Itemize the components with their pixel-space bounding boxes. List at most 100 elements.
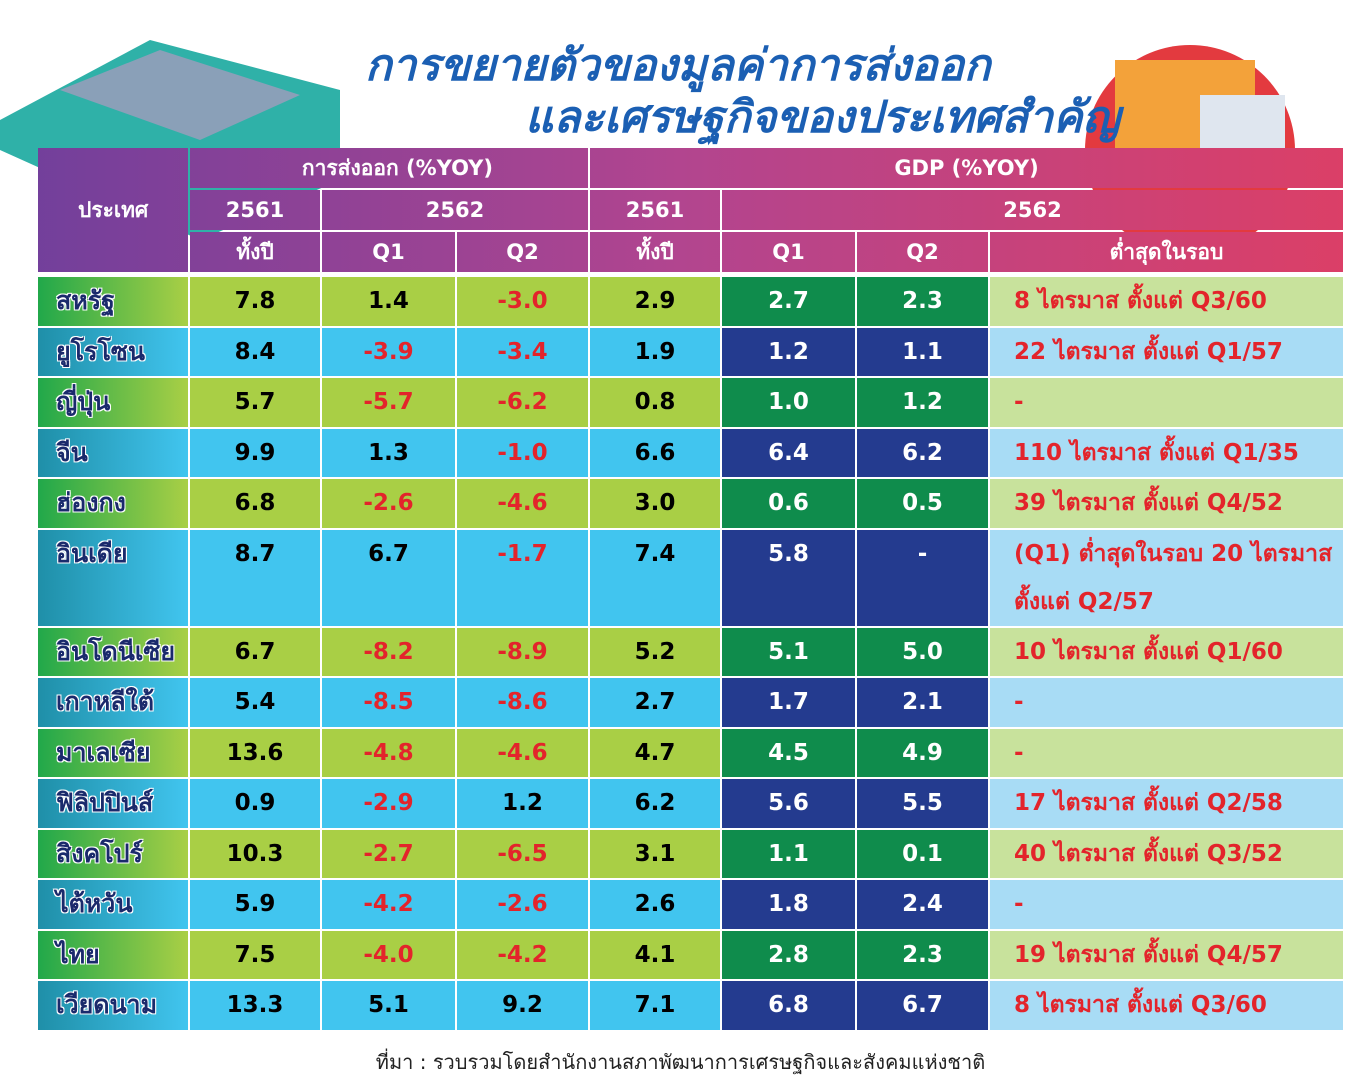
header-cell: GDP (%YOY) xyxy=(590,148,1343,188)
header-cell: การส่งออก (%YOY) xyxy=(190,148,588,188)
table-cell: 4.9 xyxy=(857,728,988,777)
table-cell: 5.5 xyxy=(857,779,988,828)
country-name: มาเลเซีย xyxy=(38,728,188,777)
table-cell: -1.0 xyxy=(457,428,588,477)
table-cell: 4.7 xyxy=(590,728,720,777)
table-cell: 5.7 xyxy=(190,378,320,427)
table-cell: -1.7 xyxy=(457,529,588,626)
table-cell: 6.8 xyxy=(722,981,855,1030)
table-cell: 2.7 xyxy=(722,277,855,326)
country-name: ฟิลิปปินส์ xyxy=(38,779,188,828)
header-cell: ประเทศ xyxy=(38,148,188,272)
table-cell: 110 ไตรมาส ตั้งแต่ Q1/35 xyxy=(990,428,1343,477)
table-cell: -2.9 xyxy=(322,779,455,828)
table-cell: 1.1 xyxy=(857,327,988,376)
table-cell: 5.9 xyxy=(190,880,320,929)
table-cell: 3.0 xyxy=(590,479,720,528)
table-cell: 6.7 xyxy=(857,981,988,1030)
table-cell: 5.0 xyxy=(857,627,988,676)
table-cell: 2.8 xyxy=(722,930,855,979)
title-line: การขยายตัวของมูลค่าการส่งออก xyxy=(365,40,991,91)
table-cell: - xyxy=(857,529,988,626)
table-cell: -8.9 xyxy=(457,627,588,676)
header-cell: Q1 xyxy=(722,232,855,272)
header-cell: Q1 xyxy=(322,232,455,272)
table-cell: 40 ไตรมาส ตั้งแต่ Q3/52 xyxy=(990,829,1343,878)
table-cell: 0.1 xyxy=(857,829,988,878)
table-cell: 1.1 xyxy=(722,829,855,878)
table-cell: 1.2 xyxy=(857,378,988,427)
country-name: เวียดนาม xyxy=(38,981,188,1030)
table-cell: 7.5 xyxy=(190,930,320,979)
table-cell: 8.4 xyxy=(190,327,320,376)
table-cell: -4.2 xyxy=(322,880,455,929)
table-cell: 7.1 xyxy=(590,981,720,1030)
table-cell: 4.5 xyxy=(722,728,855,777)
table-cell: -4.0 xyxy=(322,930,455,979)
table-cell: 6.4 xyxy=(722,428,855,477)
table-cell: 4.1 xyxy=(590,930,720,979)
header-cell: 2561 xyxy=(590,190,720,230)
table-cell: 0.5 xyxy=(857,479,988,528)
table-cell: 7.4 xyxy=(590,529,720,626)
table-cell: -6.2 xyxy=(457,378,588,427)
header-cell: ทั้งปี xyxy=(590,232,720,272)
country-name: อินโดนีเซีย xyxy=(38,627,188,676)
table-cell: 13.6 xyxy=(190,728,320,777)
table-cell: 8.7 xyxy=(190,529,320,626)
table-cell: 8 ไตรมาส ตั้งแต่ Q3/60 xyxy=(990,981,1343,1030)
table-body: สหรัฐ 7.8 1.4 -3.0 2.9 2.7 2.3 8 ไตรมาส ตั้งแต่… xyxy=(38,277,1343,1030)
table-cell: -3.0 xyxy=(457,277,588,326)
country-name: ไทย xyxy=(38,930,188,979)
country-name: สหรัฐ xyxy=(38,277,188,326)
table-cell: 3.1 xyxy=(590,829,720,878)
table-cell: -5.7 xyxy=(322,378,455,427)
header-cell: 2561 xyxy=(190,190,320,230)
country-name: สิงคโปร์ xyxy=(38,829,188,878)
table-cell: -4.2 xyxy=(457,930,588,979)
table-cell: 10.3 xyxy=(190,829,320,878)
table-cell: 2.6 xyxy=(590,880,720,929)
table-cell: 6.2 xyxy=(857,428,988,477)
table-cell: 1.2 xyxy=(457,779,588,828)
title-line: และเศรษฐกิจของประเทศสำคัญ xyxy=(525,92,1120,143)
header-cell: ทั้งปี xyxy=(190,232,320,272)
table-cell: 8 ไตรมาส ตั้งแต่ Q3/60 xyxy=(990,277,1343,326)
header-cell: ต่ำสุดในรอบ xyxy=(990,232,1343,272)
table-cell: 1.9 xyxy=(590,327,720,376)
table-cell: 5.6 xyxy=(722,779,855,828)
table-cell: 6.7 xyxy=(190,627,320,676)
header-cell: Q2 xyxy=(857,232,988,272)
table-cell: 0.6 xyxy=(722,479,855,528)
table-cell: -4.8 xyxy=(322,728,455,777)
table-cell: 22 ไตรมาส ตั้งแต่ Q1/57 xyxy=(990,327,1343,376)
table-cell: 0.8 xyxy=(590,378,720,427)
table-cell: 1.0 xyxy=(722,378,855,427)
table-cell: -8.5 xyxy=(322,678,455,727)
table-cell: -3.4 xyxy=(457,327,588,376)
country-name: อินเดีย xyxy=(38,529,188,626)
table-cell: 13.3 xyxy=(190,981,320,1030)
table-cell: - xyxy=(990,678,1343,727)
table-cell: 2.1 xyxy=(857,678,988,727)
country-name: ไต้หวัน xyxy=(38,880,188,929)
header-cell: 2562 xyxy=(722,190,1343,230)
table-cell: 5.4 xyxy=(190,678,320,727)
table-cell: 6.6 xyxy=(590,428,720,477)
port-illustration xyxy=(60,50,300,140)
table-cell: -4.6 xyxy=(457,728,588,777)
table-cell: 6.8 xyxy=(190,479,320,528)
table-cell: 2.3 xyxy=(857,930,988,979)
table-cell: -6.5 xyxy=(457,829,588,878)
table-cell: - xyxy=(990,378,1343,427)
table-cell: 19 ไตรมาส ตั้งแต่ Q4/57 xyxy=(990,930,1343,979)
table-cell: 5.8 xyxy=(722,529,855,626)
table-cell: 5.2 xyxy=(590,627,720,676)
table-cell: 2.3 xyxy=(857,277,988,326)
table-cell: 1.2 xyxy=(722,327,855,376)
table-cell: -8.2 xyxy=(322,627,455,676)
table-cell: -8.6 xyxy=(457,678,588,727)
table-cell: -2.6 xyxy=(457,880,588,929)
table-cell: 7.8 xyxy=(190,277,320,326)
